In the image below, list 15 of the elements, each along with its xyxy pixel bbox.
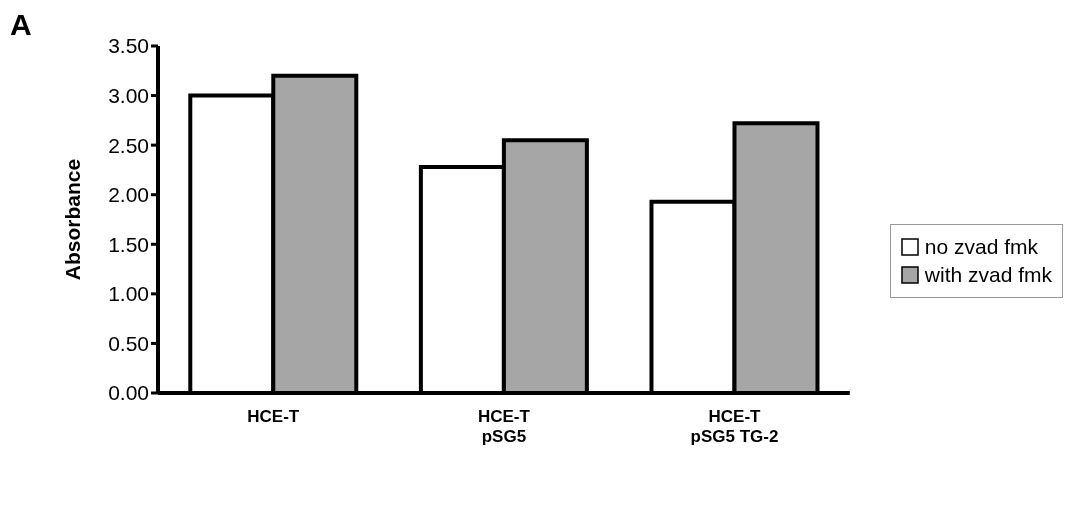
y-tick-label: 1.50: [108, 232, 149, 256]
legend-label: no zvad fmk: [924, 234, 1039, 259]
y-tick-label: 2.00: [108, 183, 149, 207]
x-tick-label: HCE-T: [247, 407, 300, 426]
y-tick-label: 0.50: [108, 331, 149, 355]
legend-label: with zvad fmk: [924, 262, 1052, 287]
y-axis-title: Absorbance: [61, 158, 85, 281]
x-tick-label: HCE-T pSG5 TG-2: [690, 407, 779, 446]
y-tick-label: 3.50: [108, 34, 149, 58]
y-tick-label: 1.00: [108, 282, 149, 306]
y-tick-label: 0.00: [108, 381, 149, 405]
y-tick-label: 2.50: [108, 133, 149, 157]
x-tick-label: HCE-T pSG5: [477, 407, 531, 446]
text: A: [10, 8, 32, 42]
y-tick-label: 3.00: [108, 84, 149, 108]
